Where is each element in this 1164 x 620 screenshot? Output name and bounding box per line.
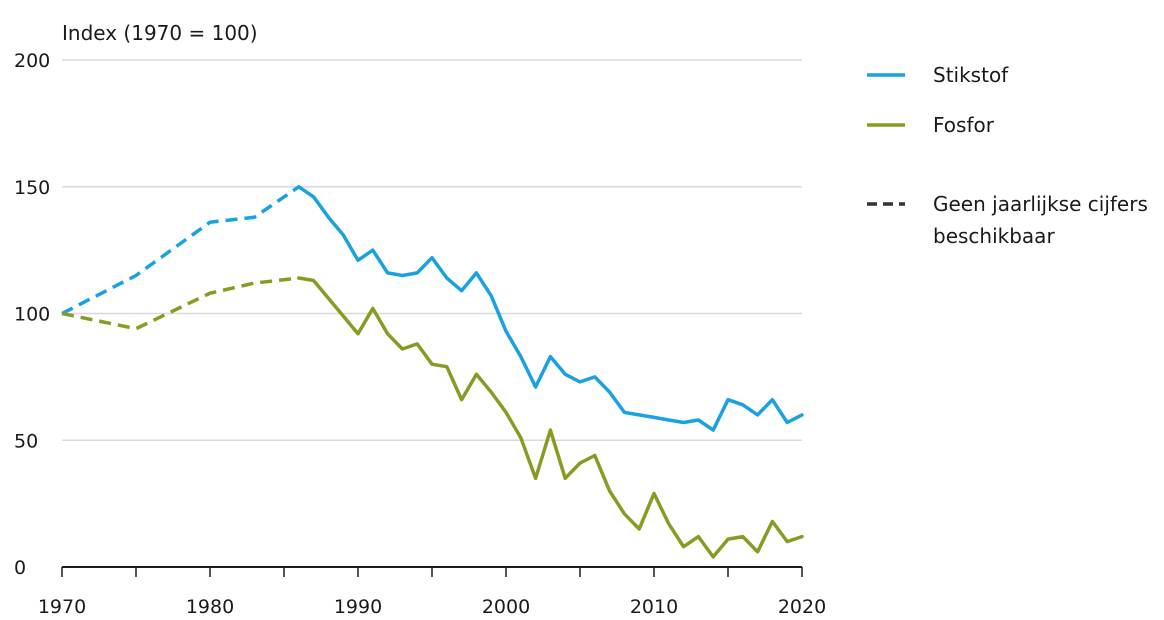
y-tick-label: 50 (14, 430, 38, 452)
series-fosfor-estimated-line (61, 276, 299, 331)
y-tick-label: 0 (14, 557, 26, 579)
x-tick-label: 1970 (38, 596, 86, 618)
legend-label: beschikbaar (933, 224, 1055, 248)
legend-label: Stikstof (933, 63, 1009, 87)
x-tick-label: 2010 (630, 596, 678, 618)
x-tick-label: 2000 (482, 596, 530, 618)
series-fosfor-line (297, 276, 804, 559)
axes: 0 50 100 150 200 1970 1980 1990 2000 2010 2020 (14, 50, 826, 618)
legend-label: Geen jaarlijkse cijfers (933, 192, 1148, 216)
y-tick-label: 150 (14, 177, 50, 199)
series-stikstof-line (297, 185, 804, 432)
x-tick-label: 1980 (186, 596, 234, 618)
y-tick-label: 200 (14, 50, 50, 72)
series (61, 185, 804, 559)
legend-label: Fosfor (933, 113, 995, 137)
gridlines (62, 59, 802, 441)
x-tick-label: 1990 (334, 596, 382, 618)
x-tick-label: 2020 (778, 596, 826, 618)
legend: Stikstof Fosfor Geen jaarlijkse cijfers bes… (867, 63, 1148, 248)
y-tick-label: 100 (14, 304, 50, 326)
series-stikstof-estimated-line (61, 185, 300, 316)
y-axis-title: Index (1970 = 100) (62, 21, 258, 45)
